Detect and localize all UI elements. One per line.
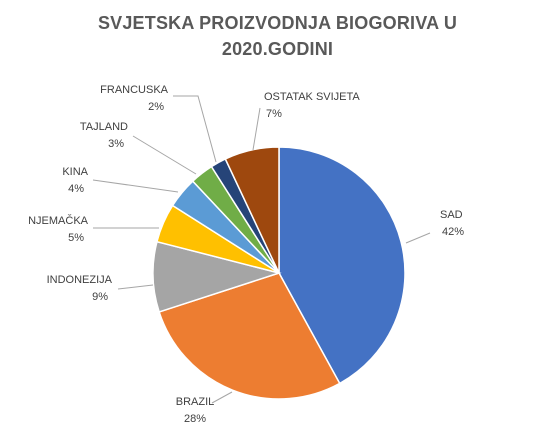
data-label-percent: 3% [108,138,124,150]
chart-title-line-2: 2020.GODINI [221,39,334,59]
data-label-percent: 42% [442,226,464,238]
data-label-name: NJEMAČKA [28,214,89,227]
pie-slice-ostatak-svijeta [224,146,280,274]
data-label-percent: 2% [148,101,164,113]
data-label-percent: 5% [68,232,84,244]
leader-line-kina [92,179,179,193]
data-label-name: BRAZIL [176,396,215,408]
data-label-name: OSTATAK SVIJETA [264,91,360,103]
leader-line-indonezija [117,284,154,290]
data-labels-layer: SAD 42% BRAZIL 28% INDONEZIJA 9% NJEMAČKA 5% KIN… [28,84,464,425]
chart-title-line-1: SVJETSKA PROIZVODNJA BIOGORIVA U [97,13,458,33]
leader-line-francuska [173,95,217,163]
leader-line-ostatak-svijeta [252,107,261,151]
leader-line-tajland [132,135,197,175]
pie-slice-brazil [158,272,341,400]
data-label-name: INDONEZIJA [47,274,113,286]
leader-line-sad [405,232,431,244]
chart-title: SVJETSKA PROIZVODNJA BIOGORIVA U 2020.GO… [0,10,555,62]
data-label-percent: 7% [266,108,282,120]
data-label-name: FRANCUSKA [100,84,169,96]
slices-layer [152,146,406,400]
data-label-name: TAJLAND [80,121,128,133]
pie-slice-sad [278,146,406,385]
data-label-name: KINA [62,166,88,178]
leader-lines-layer [92,95,431,404]
data-label-name: SAD [440,209,463,221]
data-label-percent: 28% [184,413,206,425]
data-label-percent: 9% [92,291,108,303]
leader-line-brazil [211,391,233,404]
data-label-percent: 4% [68,183,84,195]
